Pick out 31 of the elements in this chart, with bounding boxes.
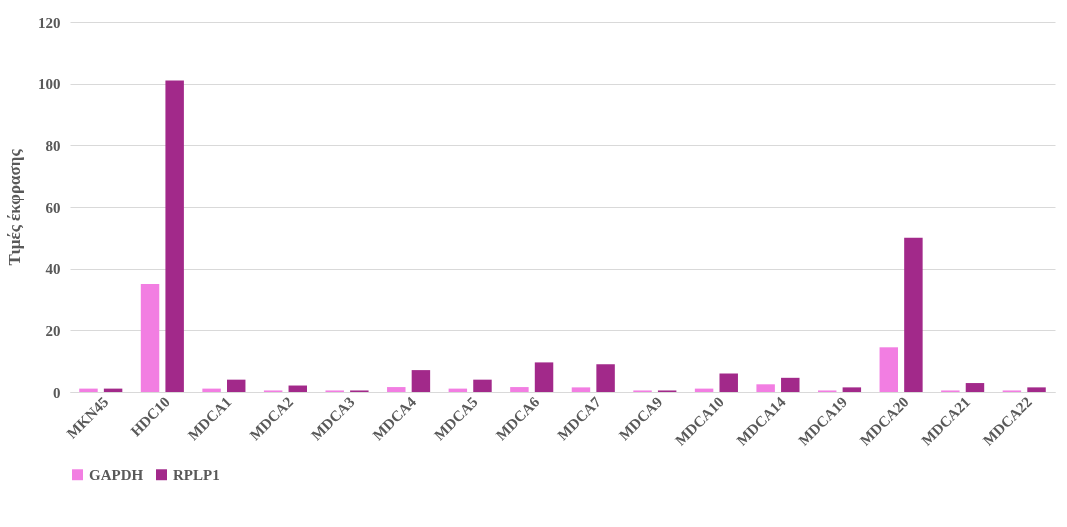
bar <box>140 284 160 392</box>
y-tick-label: 40 <box>45 261 61 278</box>
bar <box>165 80 184 392</box>
bar <box>534 362 554 392</box>
y-tick-label: 80 <box>45 137 61 154</box>
bar <box>387 387 406 392</box>
bar <box>571 387 591 392</box>
bar <box>473 379 492 392</box>
y-tick-label: 60 <box>45 199 61 216</box>
y-tick-label: 0 <box>53 384 61 401</box>
bar <box>879 347 899 392</box>
bar <box>79 388 98 392</box>
legend-label: GAPDH <box>89 466 144 483</box>
bar <box>719 373 738 392</box>
legend-label: RPLP1 <box>173 466 220 483</box>
bar <box>596 364 615 392</box>
bar <box>756 384 775 392</box>
bar <box>510 387 529 392</box>
bar <box>904 237 923 392</box>
bar <box>965 383 985 392</box>
bar <box>411 370 431 392</box>
bar <box>202 388 221 392</box>
bar <box>288 385 308 392</box>
bar <box>842 387 862 392</box>
y-axis-title: Τιμές έκφρασης <box>5 148 24 266</box>
bar <box>781 377 800 392</box>
y-tick-label: 120 <box>38 14 61 31</box>
y-tick-label: 100 <box>38 76 61 93</box>
bar <box>1027 387 1046 392</box>
y-tick-label: 20 <box>45 322 61 339</box>
bar <box>226 379 246 392</box>
